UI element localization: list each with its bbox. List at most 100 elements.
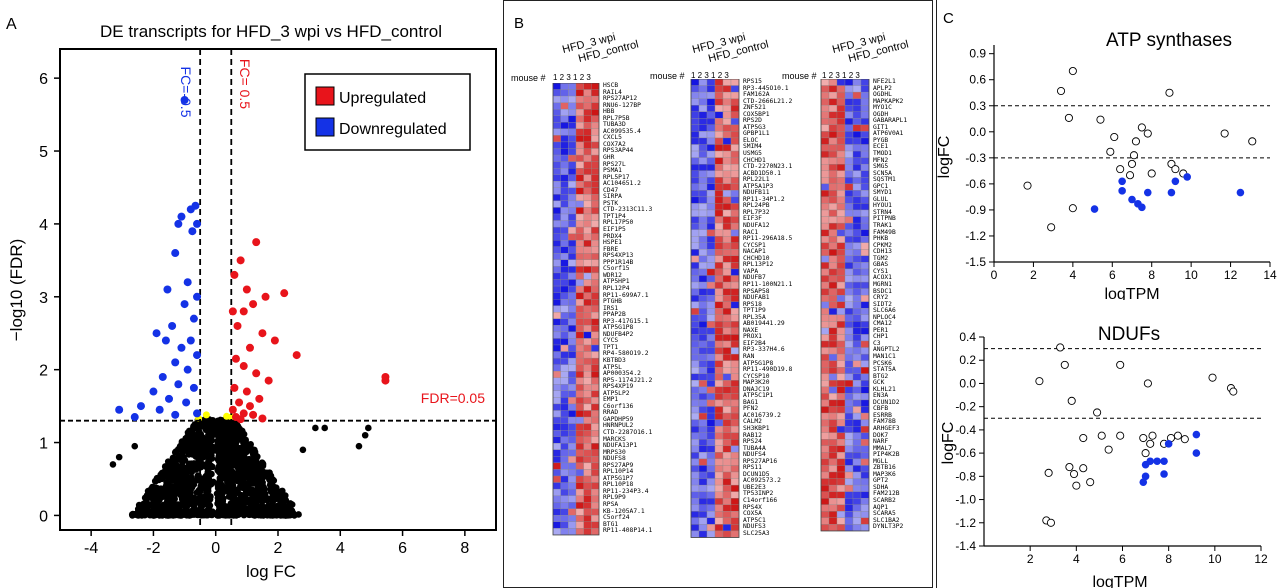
up-point [261,292,270,301]
heatmap-cell [844,164,854,171]
open-point [1079,464,1088,473]
nonsig-point [240,430,248,438]
y-tick-label: -1.4 [955,539,976,553]
nonsig-point [206,426,214,434]
gene-label: PRDX4 [603,232,622,240]
heatmap-cell [836,321,846,329]
nonsig-point [221,434,229,442]
heatmap-cell [706,262,716,270]
heatmap-cell [844,432,854,440]
nonsig-point [214,422,221,429]
heatmap-cell [690,439,700,446]
heatmap-cell [836,347,846,355]
heatmap-cell [591,449,600,457]
heatmap-cell [591,220,600,228]
heatmap-cell [722,406,732,414]
heatmap-cell [860,471,870,479]
heatmap-cell [722,203,732,211]
heatmap-cell [730,268,740,276]
heatmap-cell [591,128,600,136]
heatmap-cell [714,498,724,505]
up-point [255,394,264,403]
heatmap-cell [714,294,724,302]
heatmap-cell [730,98,740,106]
heatmap-cell [852,432,862,440]
heatmap-cell [820,386,830,394]
heatmap-cell [690,262,700,270]
gene-label: TPT1P9 [743,307,766,315]
heatmap-cell [690,249,700,257]
open-point [1110,132,1119,142]
gene-label: IRS1 [603,304,619,312]
heatmap-cell [860,177,870,184]
heatmap-cell [568,416,577,424]
heatmap-cell [722,504,732,512]
filled-point [1160,457,1168,466]
heatmap-cell [714,164,724,171]
gene-label: MAP3K20 [743,379,770,387]
heatmap-cell [591,279,600,287]
heatmap-cell [844,380,854,387]
heatmap-cell [575,213,584,221]
heatmap-cell [852,465,862,473]
nonsig-point [260,483,267,491]
heatmap-cell [722,177,732,184]
gene-label: UBE2E3 [743,483,766,491]
gene-label: NDUFB4P2 [603,330,634,338]
heatmap-cell [730,445,740,453]
heatmap-cell [690,118,700,125]
heatmap-cell [860,439,870,446]
nonsig-point [220,495,227,502]
heatmap-cell [820,327,830,335]
x-tick-label: 14 [1263,268,1277,282]
gene-label: RP11-34P1.2 [743,195,785,203]
gene-label: PYGB [873,136,889,144]
heatmap-cell [820,222,830,230]
heatmap-cell [568,122,577,129]
heatmap-cell [583,154,592,162]
open-point [1131,137,1140,146]
heatmap-cell [852,308,862,315]
gene-label: SCARB2 [873,497,896,504]
gene-label: MRPS30 [603,448,626,456]
heatmap-cell [730,406,740,414]
filled-point [1236,188,1245,197]
heatmap-cell [560,213,569,221]
heatmap-cell [714,183,724,191]
heatmap-cell [820,275,830,283]
gene-label: HNRNPUL2 [603,422,634,430]
heatmap-cell [583,462,592,470]
heatmap-cell [836,150,846,158]
gene-label: SDHA [873,483,889,491]
heatmap-cell [844,216,854,224]
heatmap-cell [568,128,577,136]
heatmap-cell [730,275,740,283]
heatmap-cell [836,294,846,302]
heatmap-cell [730,124,740,132]
heatmap-cell [730,91,740,99]
gene-list-2: RPS15 RP3-445O10.1 FAM162A CTD-2666L21.2 ZNF… [743,78,792,537]
heatmap-cell [714,334,724,342]
heatmap-cell [560,515,569,522]
heatmap-cell [560,220,569,228]
heatmap-cell [820,288,830,296]
heatmap-cell [714,222,724,230]
heatmap-cell [844,452,854,460]
heatmap-cell [698,216,708,224]
heatmap-cell [714,484,724,492]
gene-list-1: HSCB RAIL4 RPS27AP12 RNU6-127BP HBB RPL7P5B TU… [603,82,652,535]
heatmap-cell [591,528,600,536]
heatmap-cell [722,301,732,309]
gene-label: ATP5G1P8 [743,359,774,367]
atp-xlabel: logTPM [1104,286,1159,300]
heatmap-cell [722,242,732,250]
heatmap-cell [828,360,838,368]
heatmap-cell [844,249,854,257]
heatmap-cell [552,102,561,110]
open-point [1229,387,1238,396]
heatmap-cell [836,91,846,99]
heatmap-cell [852,471,862,479]
heatmap-cell [730,360,740,368]
gene-label: MYO1C [873,104,892,112]
heatmap-cell [690,360,700,368]
